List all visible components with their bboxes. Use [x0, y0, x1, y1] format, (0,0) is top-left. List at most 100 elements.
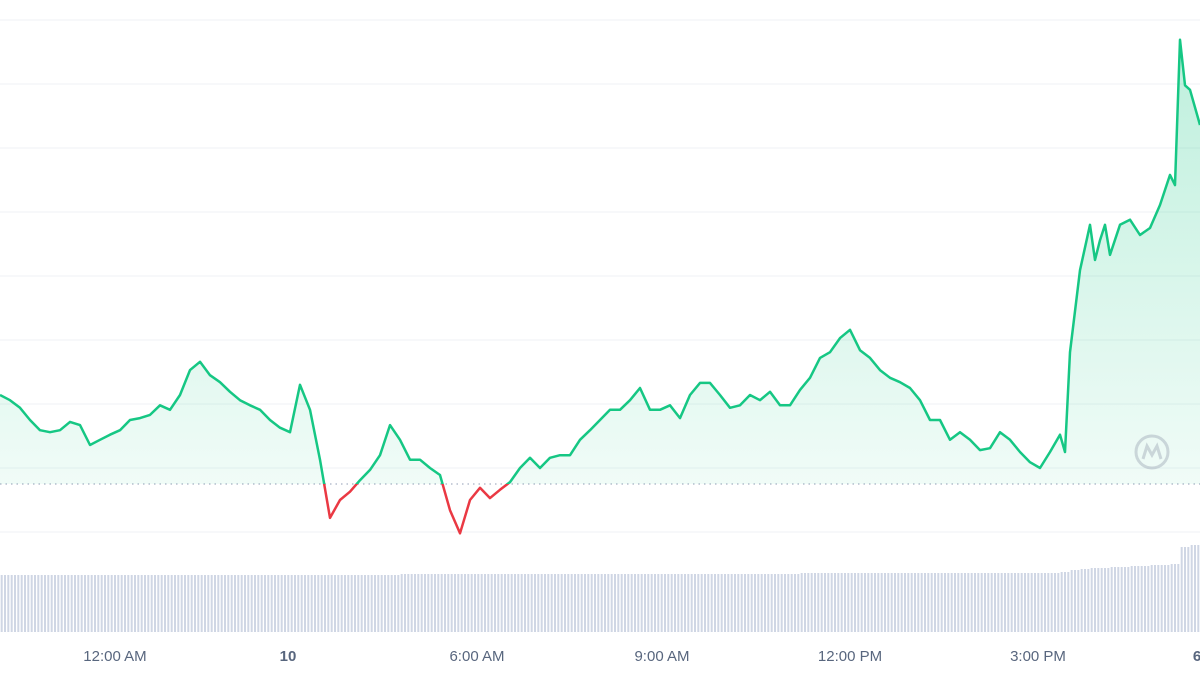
- volume-bar: [990, 573, 993, 632]
- volume-bar: [337, 575, 340, 632]
- volume-bar: [607, 574, 610, 632]
- volume-bar: [420, 574, 423, 632]
- volume-bar: [790, 574, 793, 632]
- volume-bar: [350, 575, 353, 632]
- volume-bar: [550, 574, 553, 632]
- volume-bar: [1107, 568, 1110, 632]
- volume-bar: [520, 574, 523, 632]
- volume-bar: [427, 574, 430, 632]
- volume-bar: [70, 575, 73, 632]
- volume-bar: [784, 574, 786, 632]
- volume-bar: [237, 575, 240, 632]
- volume-bar: [560, 574, 563, 632]
- volume-bar: [267, 575, 270, 632]
- volume-bar: [594, 574, 596, 632]
- volume-bar: [820, 573, 823, 632]
- volume-bar: [760, 574, 763, 632]
- volume-bar: [564, 574, 566, 632]
- volume-bar: [850, 573, 853, 632]
- volume-bar: [1104, 568, 1106, 632]
- volume-bar: [390, 575, 393, 632]
- volume-bar: [437, 574, 440, 632]
- volume-bar: [280, 575, 283, 632]
- volume-bar: [940, 573, 943, 632]
- volume-bar: [924, 573, 926, 632]
- volume-bar: [327, 575, 330, 632]
- volume-bar: [1000, 573, 1003, 632]
- volume-bar: [224, 575, 226, 632]
- volume-bar: [897, 573, 900, 632]
- volume-bar: [497, 574, 500, 632]
- volume-bar: [317, 575, 320, 632]
- volume-bar: [290, 575, 293, 632]
- volume-bar: [40, 575, 43, 632]
- volume-bar: [737, 574, 740, 632]
- volume-bar: [407, 574, 410, 632]
- volume-bar: [630, 574, 633, 632]
- volume-bar: [54, 575, 56, 632]
- volume-bar: [414, 574, 416, 632]
- volume-bar: [1074, 570, 1076, 632]
- volume-bar: [364, 575, 366, 632]
- volume-bar: [1007, 573, 1010, 632]
- volume-bar: [907, 573, 910, 632]
- volume-bar: [767, 574, 770, 632]
- volume-bar: [170, 575, 173, 632]
- volume-bar: [97, 575, 100, 632]
- volume-bar: [1067, 572, 1070, 632]
- volume-bar: [824, 573, 826, 632]
- volume-bar: [840, 573, 843, 632]
- volume-bar: [934, 573, 936, 632]
- volume-bar: [660, 574, 663, 632]
- volume-bar: [1170, 564, 1173, 632]
- volume-bar: [24, 575, 26, 632]
- volume-bar: [944, 573, 946, 632]
- volume-bar: [534, 574, 536, 632]
- volume-bar: [490, 574, 493, 632]
- volume-bar: [404, 574, 406, 632]
- volume-bar: [567, 574, 570, 632]
- volume-bar: [297, 575, 300, 632]
- volume-bar: [650, 574, 653, 632]
- volume-bar: [1150, 565, 1153, 632]
- volume-bar: [1047, 573, 1050, 632]
- volume-bar: [597, 574, 600, 632]
- volume-bar: [604, 574, 606, 632]
- volume-bar: [260, 575, 263, 632]
- volume-bar: [637, 574, 640, 632]
- volume-bar: [744, 574, 746, 632]
- volume-bar: [64, 575, 66, 632]
- volume-bar: [827, 573, 830, 632]
- volume-bar: [190, 575, 193, 632]
- volume-bar: [787, 574, 790, 632]
- volume-bar: [474, 574, 476, 632]
- volume-bar: [1127, 567, 1130, 632]
- volume-bar: [314, 575, 316, 632]
- volume-bar: [494, 574, 496, 632]
- volume-bar: [210, 575, 213, 632]
- volume-bar: [804, 573, 806, 632]
- volume-bar: [967, 573, 970, 632]
- volume-bar: [1057, 573, 1060, 632]
- volume-bar: [1180, 547, 1183, 632]
- volume-bar: [1084, 569, 1086, 632]
- volume-bar: [154, 575, 156, 632]
- volume-bar: [174, 575, 176, 632]
- volume-bar: [974, 573, 976, 632]
- volume-bar: [67, 575, 70, 632]
- volume-bar: [164, 575, 166, 632]
- volume-bar: [1130, 566, 1133, 632]
- volume-bar: [1110, 567, 1113, 632]
- volume-bar: [627, 574, 630, 632]
- x-tick-label: 6:00 AM: [449, 648, 504, 665]
- volume-bar: [884, 573, 886, 632]
- volume-bar: [657, 574, 660, 632]
- volume-bar: [870, 573, 873, 632]
- volume-bar: [530, 574, 533, 632]
- volume-bar: [240, 575, 243, 632]
- volume-bar: [220, 575, 223, 632]
- volume-bar: [90, 575, 93, 632]
- volume-bar: [757, 574, 760, 632]
- volume-bar: [1157, 565, 1160, 632]
- volume-bar: [1070, 570, 1073, 632]
